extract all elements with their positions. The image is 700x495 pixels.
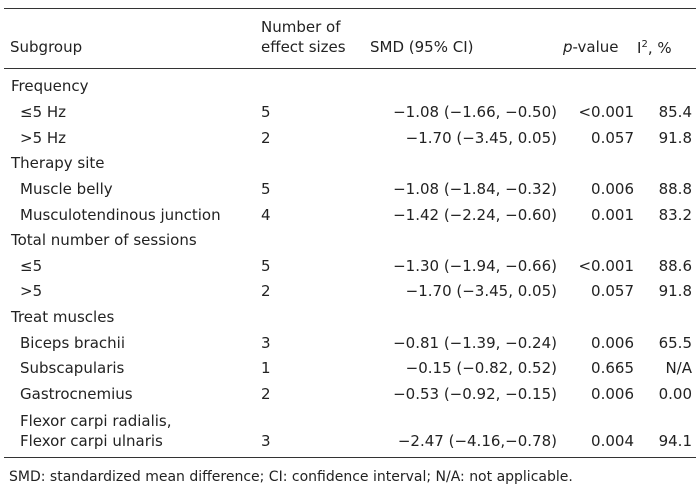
header-p-italic: p: [563, 38, 573, 56]
row-n: 1: [261, 359, 271, 377]
group-label: Frequency: [11, 77, 89, 95]
group-label: Total number of sessions: [11, 231, 197, 249]
row-smd: −0.15 (−0.82, 0.52): [405, 359, 557, 377]
row-p-value: 0.006: [591, 180, 634, 198]
row-i2: 91.8: [658, 282, 692, 300]
header-rule: [4, 68, 696, 69]
row-label: Muscle belly: [20, 180, 113, 198]
bottom-rule: [4, 457, 696, 458]
header-n-line1: Number of: [261, 18, 341, 36]
row-p-value: 0.006: [591, 385, 634, 403]
row-label-line2: Flexor carpi ulnaris: [20, 432, 163, 450]
row-label: Musculotendinous junction: [20, 206, 221, 224]
row-i2: 88.8: [658, 180, 692, 198]
row-p-value: <0.001: [578, 103, 634, 121]
row-i2: 85.4: [658, 103, 692, 121]
row-i2: 0.00: [658, 385, 692, 403]
row-label: >5: [20, 282, 43, 300]
row-p-value: 0.006: [591, 334, 634, 352]
row-smd: −1.42 (−2.24, −0.60): [393, 206, 557, 224]
row-label: >5 Hz: [20, 129, 67, 147]
row-smd: −1.30 (−1.94, −0.66): [393, 257, 557, 275]
header-p-rest: -value: [572, 38, 619, 56]
row-label: Subscapularis: [20, 359, 125, 377]
row-p-value: <0.001: [578, 257, 634, 275]
row-label: Biceps brachii: [20, 334, 126, 352]
header-subgroup: Subgroup: [10, 38, 83, 56]
row-label: ≤5: [20, 257, 43, 275]
row-n: 3: [261, 334, 271, 352]
header-i2-base: I: [637, 39, 642, 57]
row-i2: 83.2: [658, 206, 692, 224]
row-n: 4: [261, 206, 271, 224]
row-n: 5: [261, 103, 271, 121]
row-p-value: 0.004: [591, 432, 634, 450]
header-p-value: p-value: [563, 40, 619, 55]
group-label: Treat muscles: [11, 308, 115, 326]
row-p-value: 0.057: [591, 282, 634, 300]
row-i2: 88.6: [658, 257, 692, 275]
header-smd: SMD (95% CI): [370, 38, 474, 56]
row-smd: −1.08 (−1.66, −0.50): [393, 103, 557, 121]
row-smd: −2.47 (−4.16,−0.78): [397, 432, 557, 450]
row-n: 2: [261, 282, 271, 300]
header-i2: I2, %: [637, 40, 672, 56]
row-smd: −1.08 (−1.84, −0.32): [393, 180, 557, 198]
top-rule: [4, 8, 696, 9]
row-p-value: 0.057: [591, 129, 634, 147]
row-i2: 91.8: [658, 129, 692, 147]
group-label: Therapy site: [11, 154, 105, 172]
row-n: 2: [261, 385, 271, 403]
table-footnote: SMD: standardized mean difference; CI: c…: [9, 469, 573, 485]
row-n: 5: [261, 180, 271, 198]
row-smd: −1.70 (−3.45, 0.05): [405, 282, 557, 300]
row-label: ≤5 Hz: [20, 103, 67, 121]
row-label: Gastrocnemius: [20, 385, 133, 403]
header-i2-sup: 2: [641, 39, 648, 50]
row-p-value: 0.665: [591, 359, 634, 377]
row-smd: −0.81 (−1.39, −0.24): [393, 334, 557, 352]
row-n: 3: [261, 432, 271, 450]
row-p-value: 0.001: [591, 206, 634, 224]
header-n-line2: effect sizes: [261, 38, 346, 56]
row-smd: −0.53 (−0.92, −0.15): [393, 385, 557, 403]
row-label-line1: Flexor carpi radialis,: [20, 412, 172, 430]
row-n: 2: [261, 129, 271, 147]
row-i2: 65.5: [658, 334, 692, 352]
row-smd: −1.70 (−3.45, 0.05): [405, 129, 557, 147]
row-i2: N/A: [665, 359, 692, 377]
header-i2-rest: , %: [647, 39, 672, 57]
row-n: 5: [261, 257, 271, 275]
row-i2: 94.1: [658, 432, 692, 450]
